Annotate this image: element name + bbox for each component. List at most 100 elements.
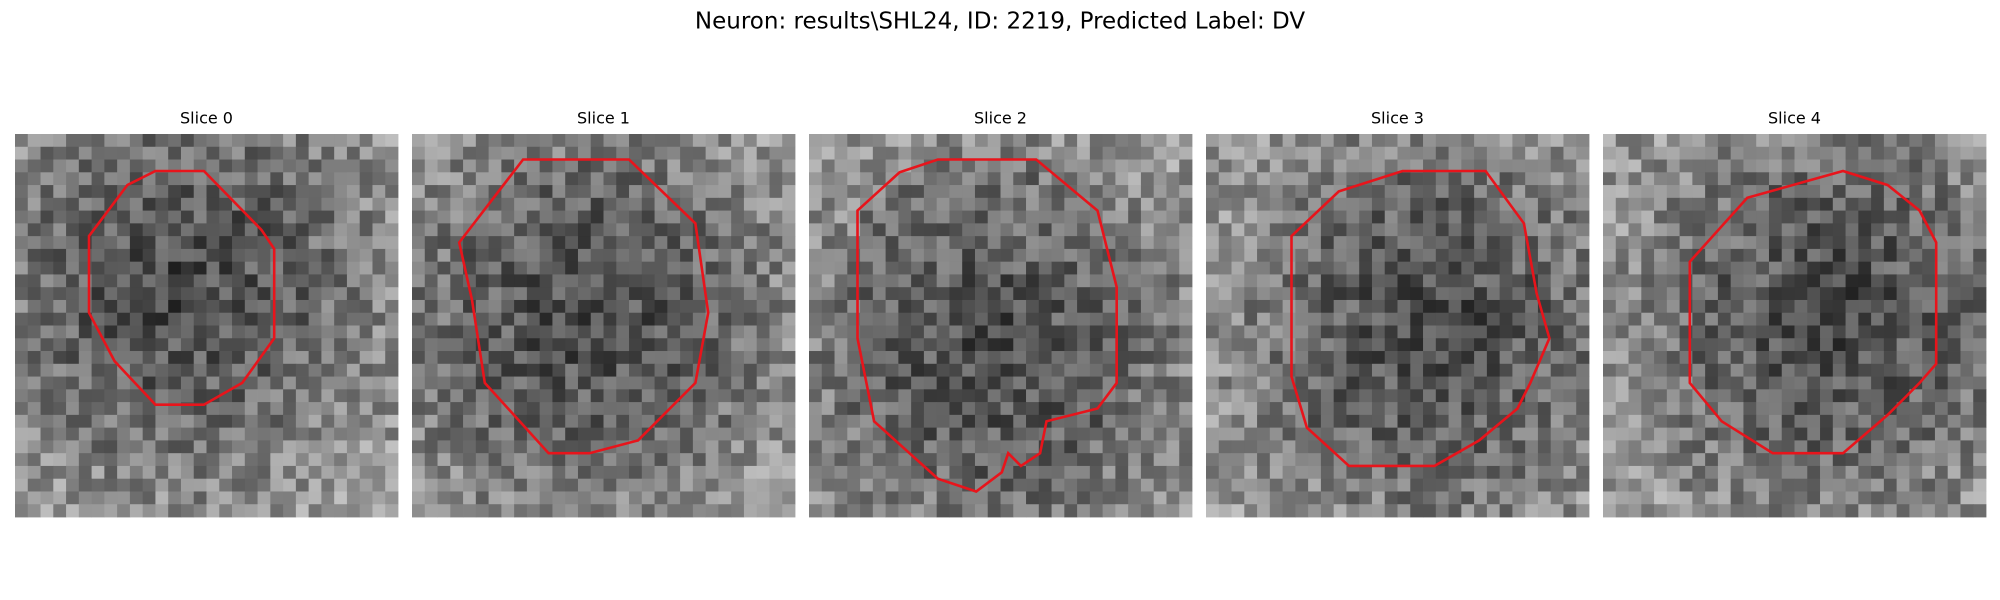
pixel: [1603, 351, 1617, 365]
pixel: [437, 402, 451, 416]
pixel: [412, 223, 426, 237]
pixel: [501, 287, 515, 301]
pixel: [680, 504, 694, 518]
pixel: [1794, 414, 1808, 429]
pixel: [565, 325, 579, 339]
pixel: [1563, 440, 1577, 454]
pixel: [718, 312, 732, 326]
pixel: [206, 491, 220, 505]
pixel: [654, 338, 668, 352]
pixel: [1654, 312, 1668, 326]
pixel: [1410, 312, 1424, 326]
pixel: [821, 363, 835, 377]
pixel: [283, 197, 297, 211]
pixel: [334, 465, 348, 480]
pixel: [1384, 338, 1398, 352]
pixel: [1641, 210, 1655, 224]
pixel: [1679, 223, 1693, 237]
pixel: [321, 351, 335, 365]
pixel: [1461, 261, 1475, 275]
pixel: [1628, 134, 1642, 148]
pixel: [40, 159, 54, 173]
pixel: [1909, 325, 1923, 339]
pixel: [911, 172, 925, 186]
pixel: [232, 504, 246, 518]
pixel: [898, 274, 912, 288]
pixel: [552, 453, 566, 467]
pixel: [1654, 146, 1668, 160]
pixel: [129, 312, 144, 326]
pixel: [514, 172, 528, 186]
pixel: [117, 453, 131, 467]
pixel: [1654, 363, 1668, 377]
pixel: [372, 312, 386, 326]
pixel: [1140, 223, 1155, 237]
pixel: [1666, 389, 1680, 403]
pixel: [450, 440, 464, 454]
pixel: [769, 465, 783, 480]
pixel: [1102, 402, 1116, 416]
pixel: [603, 210, 617, 224]
pixel: [488, 210, 502, 224]
pixel: [1512, 351, 1526, 365]
pixel: [743, 236, 758, 250]
pixel: [1410, 427, 1424, 441]
pixel: [244, 325, 258, 339]
pixel: [1206, 261, 1220, 275]
pixel: [565, 159, 579, 173]
pixel: [514, 261, 528, 275]
pixel: [15, 351, 29, 365]
pixel: [193, 363, 207, 377]
pixel: [577, 223, 592, 237]
pixel: [1960, 185, 1974, 199]
pixel: [514, 274, 528, 288]
pixel: [1820, 261, 1834, 275]
pixel: [359, 414, 373, 429]
pixel: [1537, 376, 1552, 390]
pixel: [629, 491, 643, 505]
pixel: [1179, 427, 1193, 441]
pixel: [1448, 478, 1462, 492]
pixel: [501, 504, 515, 518]
pixel: [1909, 440, 1923, 454]
pixel: [1346, 197, 1360, 211]
pixel: [1359, 389, 1373, 403]
pixel: [1641, 299, 1655, 314]
pixel: [1781, 478, 1795, 492]
pixel: [244, 248, 258, 263]
pixel: [987, 287, 1001, 301]
pixel: [616, 338, 630, 352]
pixel: [1269, 504, 1283, 518]
pixel: [629, 325, 643, 339]
pixel: [936, 504, 950, 518]
pixel: [847, 159, 861, 173]
pixel: [40, 376, 54, 390]
pixel: [1486, 325, 1501, 339]
pixel: [168, 453, 182, 467]
pixel: [1947, 261, 1961, 275]
pixel: [295, 134, 310, 148]
pixel: [1371, 299, 1386, 314]
pixel: [1781, 274, 1795, 288]
pixel: [219, 504, 233, 518]
pixel: [1934, 159, 1949, 173]
pixel: [885, 504, 899, 518]
pixel: [987, 299, 1001, 314]
pixel: [1206, 351, 1220, 365]
pixel: [1077, 312, 1091, 326]
pixel: [1960, 236, 1974, 250]
pixel: [1563, 274, 1577, 288]
pixel: [1371, 185, 1386, 199]
pixel: [15, 478, 29, 492]
pixel: [821, 172, 835, 186]
pixel: [962, 248, 976, 263]
pixel: [1384, 376, 1398, 390]
pixel: [923, 134, 938, 148]
pixel: [1410, 172, 1424, 186]
pixel: [180, 440, 195, 454]
pixel: [1576, 465, 1590, 480]
pixel: [731, 389, 745, 403]
pixel: [1896, 312, 1910, 326]
pixel: [692, 197, 707, 211]
pixel: [756, 453, 770, 467]
